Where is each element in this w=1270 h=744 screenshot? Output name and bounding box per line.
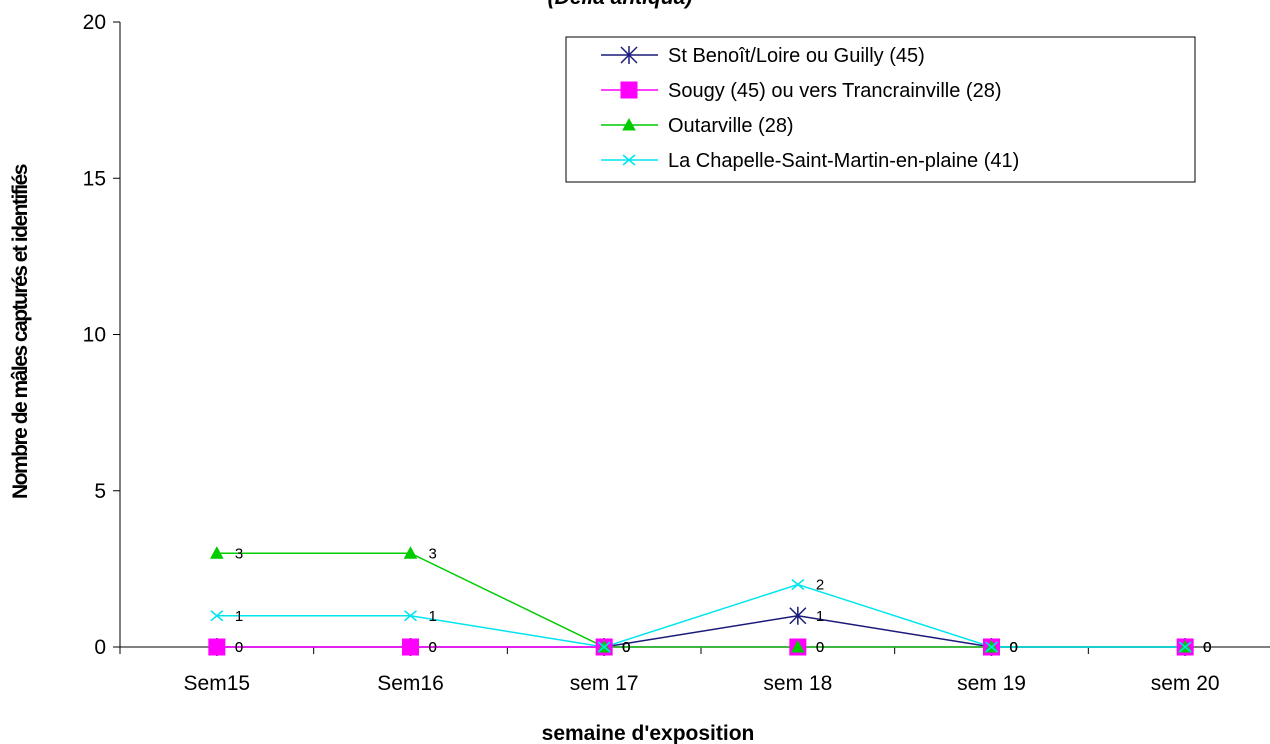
data-label: 0 <box>1203 639 1211 656</box>
series-line-1 <box>216 614 1186 648</box>
y-tick-label: 5 <box>94 480 106 503</box>
data-label: 1 <box>235 608 243 625</box>
series-4-point <box>404 610 417 622</box>
legend-label: La Chapelle-Saint-Martin-en-plaine (41) <box>668 150 1019 172</box>
series-3-point <box>209 546 224 559</box>
data-label: 0 <box>816 639 824 656</box>
x-axis-title: semaine d'exposition <box>542 722 755 744</box>
legend-label: St Benoît/Loire ou Guilly (45) <box>668 45 925 67</box>
data-label: 3 <box>235 545 243 562</box>
y-tick-label: 15 <box>83 167 106 190</box>
legend: St Benoît/Loire ou Guilly (45) Sougy (45)… <box>565 36 1196 183</box>
chart-title: (Delia antiqua) <box>548 0 693 9</box>
legend-item: La Chapelle-Saint-Martin-en-plaine (41) <box>601 150 1019 172</box>
series-2-point <box>208 638 226 656</box>
x-tick-label: Sem16 <box>377 672 444 695</box>
data-label: 1 <box>816 608 824 625</box>
data-label: 0 <box>429 639 437 656</box>
data-label: 0 <box>622 639 630 656</box>
legend-marker <box>620 81 638 99</box>
data-label: 0 <box>1203 639 1211 656</box>
data-label: 0 <box>235 639 243 656</box>
series-4-point <box>791 578 805 591</box>
data-label: 0 <box>622 639 630 656</box>
data-label: 0 <box>1010 639 1018 656</box>
series-line-4 <box>216 583 1186 648</box>
legend-marker <box>622 117 636 131</box>
series-3-point <box>403 546 418 559</box>
data-label: 0 <box>429 639 437 656</box>
data-label: 2 <box>816 577 824 594</box>
legend-label: Sougy (45) ou vers Trancrainville (28) <box>668 80 1001 102</box>
series-4-point <box>1178 641 1192 653</box>
x-tick-label: sem 17 <box>570 672 639 695</box>
series-1-point <box>789 606 807 625</box>
y-tick-label: 0 <box>94 636 106 659</box>
data-label: 1 <box>429 608 437 625</box>
series-4-point <box>985 641 998 653</box>
data-label: 0 <box>1010 639 1018 656</box>
data-label: 3 <box>429 545 437 562</box>
legend-label: Outarville (28) <box>668 115 794 137</box>
legend-item: Sougy (45) ou vers Trancrainville (28) <box>601 80 1001 102</box>
legend-box <box>565 36 1196 183</box>
data-label: 0 <box>816 639 824 656</box>
x-tick-label: Sem15 <box>184 672 251 695</box>
legend-item: St Benoît/Loire ou Guilly (45) <box>601 45 925 67</box>
data-label: 0 <box>235 639 243 656</box>
data-label: 0 <box>1010 639 1018 656</box>
x-tick-label: sem 19 <box>957 672 1026 695</box>
y-tick-label: 20 <box>83 11 106 34</box>
data-label: 0 <box>1010 639 1018 656</box>
data-label: 0 <box>1203 639 1211 656</box>
y-axis-title: Nombre de mâles capturés et identifiés <box>9 164 32 499</box>
legend-item: Outarville (28) <box>601 115 794 137</box>
series-layer <box>208 546 1194 656</box>
data-label: 0 <box>622 639 630 656</box>
series-4-point <box>597 641 611 653</box>
legend-marker <box>620 46 638 64</box>
legend-marker <box>622 154 636 166</box>
series-2-point <box>402 638 419 656</box>
series-3-point <box>790 639 805 653</box>
x-tick-label: sem 18 <box>763 672 832 695</box>
series-line-3 <box>216 552 1186 648</box>
x-tick-label: sem 20 <box>1151 672 1220 695</box>
y-tick-label: 10 <box>83 324 106 347</box>
data-label: 0 <box>1203 639 1211 656</box>
data-label: 0 <box>622 639 630 656</box>
series-4-point <box>210 610 224 622</box>
